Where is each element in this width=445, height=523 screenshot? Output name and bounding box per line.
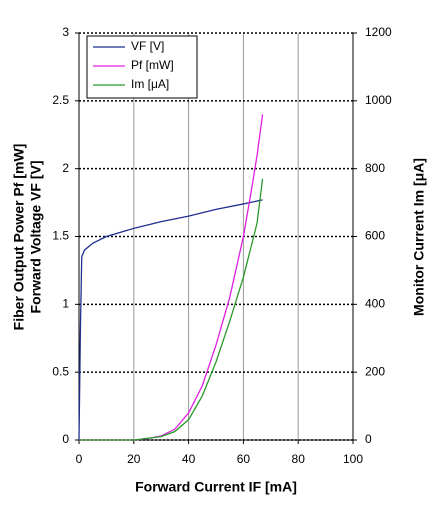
x-tick-label: 40 [182, 452, 196, 466]
x-tick-label: 60 [237, 452, 251, 466]
y2-tick-label: 800 [365, 161, 385, 175]
y-axis-label: Fiber Output Power Pf [mW] [11, 144, 27, 331]
y2-tick-label: 1000 [365, 93, 392, 107]
y-tick-label: 0 [62, 432, 69, 446]
y-tick-label: 2.5 [52, 93, 69, 107]
series-line [79, 178, 264, 441]
y2-tick-label: 600 [365, 229, 385, 243]
y2-tick-label: 0 [365, 432, 372, 446]
x-tick-label: 100 [343, 452, 363, 466]
y-tick-label: 1.5 [52, 229, 69, 243]
series-line [78, 199, 263, 441]
y2-tick-label: 400 [365, 297, 385, 311]
y-tick-label: 0.5 [52, 364, 69, 378]
x-tick-label: 20 [127, 452, 141, 466]
y-tick-label: 1 [62, 297, 69, 311]
y-tick-label: 3 [62, 25, 69, 39]
legend-label: Im [μA] [131, 77, 169, 91]
x-axis-label: Forward Current IF [mA] [135, 479, 297, 495]
y2-tick-label: 200 [365, 364, 385, 378]
x-tick-label: 0 [76, 452, 83, 466]
y-axis-label: Forward Voltage VF [V] [28, 161, 44, 314]
y2-axis-label: Monitor Current Im [μA] [411, 158, 427, 316]
y-tick-label: 2 [62, 161, 69, 175]
legend-box [86, 35, 198, 99]
series-line [79, 114, 264, 441]
legend-label: VF [V] [131, 39, 164, 53]
legend-label: Pf [mW] [131, 58, 174, 72]
y2-tick-label: 1200 [365, 25, 392, 39]
x-tick-label: 80 [292, 452, 306, 466]
